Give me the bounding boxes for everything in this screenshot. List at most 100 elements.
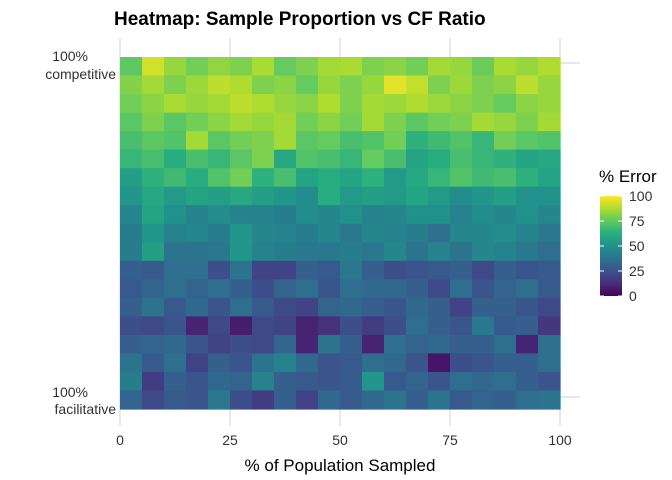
heatmap-cell [494, 75, 517, 95]
heatmap-cell [516, 334, 539, 355]
chart-title: Heatmap: Sample Proportion vs CF Ratio [114, 9, 486, 30]
heatmap-cell [362, 316, 385, 336]
heatmap-cell [340, 112, 363, 132]
heatmap-cell [384, 149, 407, 169]
heatmap-cell [252, 168, 275, 188]
heatmap-cell [406, 371, 429, 392]
heatmap-cell [252, 390, 275, 410]
heatmap-cell [230, 242, 253, 262]
heatmap-cell [164, 371, 187, 392]
heatmap-cell [340, 149, 363, 169]
heatmap-cell [164, 112, 187, 132]
heatmap-cell [472, 186, 495, 206]
heatmap-cell [274, 223, 297, 243]
heatmap-cell [340, 131, 363, 151]
heatmap-cell [406, 112, 429, 132]
heatmap-cell [494, 205, 517, 225]
heatmap-cell [208, 112, 231, 132]
heatmap-cell [142, 260, 165, 280]
heatmap-cell [274, 242, 297, 262]
heatmap-cell [274, 334, 297, 355]
heatmap-cell [318, 75, 341, 95]
heatmap-cell [120, 371, 143, 392]
heatmap-cell [142, 168, 165, 188]
heatmap-cell [186, 205, 209, 225]
legend-ticks: 100 75 50 25 0 [600, 188, 653, 304]
heatmap-cell [186, 334, 209, 355]
heatmap-cell [274, 279, 297, 299]
heatmap-cell [296, 112, 319, 132]
x-tick-label: 0 [116, 432, 124, 448]
heatmap-cell [384, 131, 407, 151]
heatmap-cell [450, 94, 473, 114]
heatmap-cell [472, 75, 495, 95]
heatmap-cell [252, 297, 275, 317]
heatmap-cell [362, 279, 385, 299]
heatmap-cell [142, 316, 165, 336]
heatmap-cell [494, 94, 517, 114]
heatmap-cell [494, 353, 517, 373]
heatmap-cell [252, 316, 275, 336]
heatmap-cell [120, 75, 143, 95]
heatmap-cell [318, 353, 341, 373]
heatmap-cell [274, 75, 297, 95]
heatmap-cell [538, 94, 561, 114]
heatmap-cell [296, 390, 319, 410]
legend: % Error 100 75 50 25 0 [599, 167, 657, 304]
heatmap-cell [142, 353, 165, 373]
heatmap-cell [186, 297, 209, 317]
heatmap-cell [186, 260, 209, 280]
heatmap-cell [296, 186, 319, 206]
heatmap-cell [428, 223, 451, 243]
heatmap-cell [516, 223, 539, 243]
heatmap-cell [384, 94, 407, 114]
heatmap-cell [472, 334, 495, 355]
heatmap-cell [472, 297, 495, 317]
heatmap-cell [362, 390, 385, 410]
heatmap-cell [340, 75, 363, 95]
heatmap-cell [252, 371, 275, 392]
heatmap-cell [340, 94, 363, 114]
heatmap-cell [296, 57, 319, 77]
heatmap-cell [472, 112, 495, 132]
heatmap-cell [164, 297, 187, 317]
heatmap-cell [450, 260, 473, 280]
heatmap-cell [428, 390, 451, 410]
heatmap-cell [516, 149, 539, 169]
heatmap-cell [384, 390, 407, 410]
heatmap-cell [450, 279, 473, 299]
heatmap-cell [494, 260, 517, 280]
heatmap-cell [428, 186, 451, 206]
heatmap-cell [538, 186, 561, 206]
heatmap-cell [472, 131, 495, 151]
heatmap-cell [296, 316, 319, 336]
heatmap-cell [296, 353, 319, 373]
heatmap-cell [164, 131, 187, 151]
heatmap-cell [252, 279, 275, 299]
heatmap-cell [142, 390, 165, 410]
heatmap-cell [384, 279, 407, 299]
heatmap-cell [428, 94, 451, 114]
heatmap-cell [208, 57, 231, 77]
heatmap-cell [538, 353, 561, 373]
heatmap-cell [208, 334, 231, 355]
heatmap-cell [296, 242, 319, 262]
heatmap-cell [318, 94, 341, 114]
heatmap-cell [406, 186, 429, 206]
heatmap-cell [230, 371, 253, 392]
heatmap-cell [450, 316, 473, 336]
heatmap-cell [450, 131, 473, 151]
heatmap-cell [318, 149, 341, 169]
y-tick-bottom-line1: 100% [52, 384, 88, 400]
legend-tick-label: 25 [629, 263, 645, 279]
heatmap-cell [230, 316, 253, 336]
heatmap-cell [362, 242, 385, 262]
heatmap-cell [362, 75, 385, 95]
heatmap-cell [186, 57, 209, 77]
heatmap-cell [164, 205, 187, 225]
heatmap-cell [252, 94, 275, 114]
heatmap-cell [340, 57, 363, 77]
heatmap-cell [208, 149, 231, 169]
heatmap-cell [340, 279, 363, 299]
legend-tick-label: 50 [629, 238, 645, 254]
